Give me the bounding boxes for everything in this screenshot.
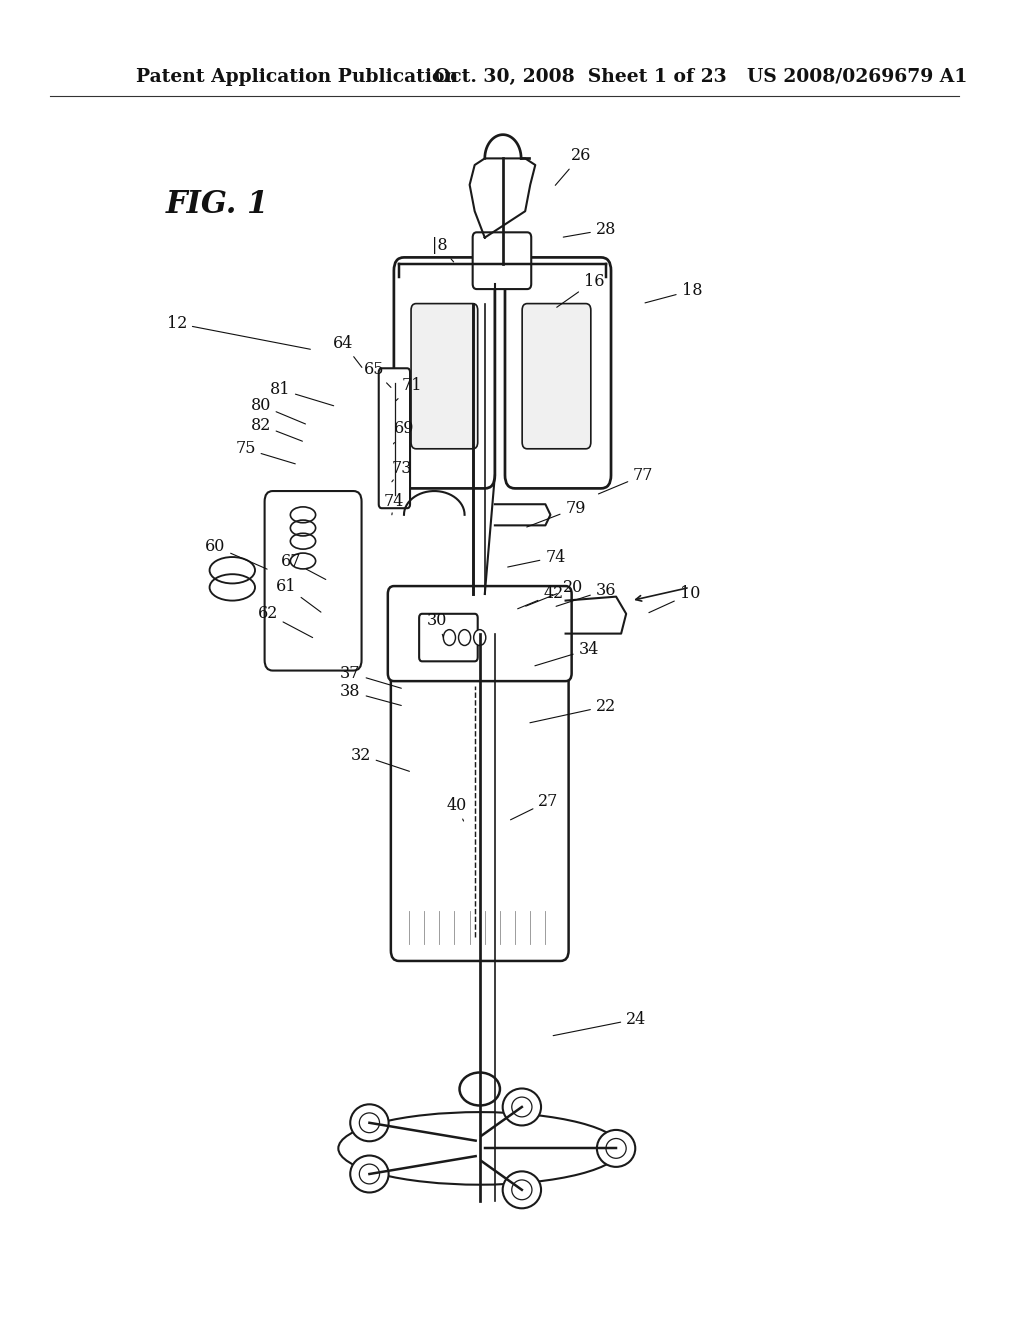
Text: 26: 26	[555, 148, 591, 185]
Text: 73: 73	[392, 461, 413, 482]
FancyBboxPatch shape	[411, 304, 478, 449]
Ellipse shape	[350, 1105, 389, 1142]
Text: 10: 10	[649, 586, 700, 612]
Text: 18: 18	[645, 282, 702, 302]
Text: 32: 32	[350, 747, 410, 771]
Text: 82: 82	[251, 417, 302, 441]
Text: 75: 75	[236, 441, 295, 463]
Circle shape	[459, 630, 471, 645]
FancyBboxPatch shape	[388, 586, 571, 681]
Text: 67: 67	[281, 553, 326, 579]
Text: US 2008/0269679 A1: US 2008/0269679 A1	[748, 67, 968, 86]
Ellipse shape	[597, 1130, 635, 1167]
Text: 69: 69	[393, 421, 415, 444]
Text: 20: 20	[525, 579, 583, 606]
Text: 74: 74	[384, 494, 404, 515]
Text: 79: 79	[526, 500, 586, 527]
Ellipse shape	[460, 1072, 500, 1106]
Text: 62: 62	[257, 606, 312, 638]
Text: 71: 71	[396, 378, 422, 401]
Text: 27: 27	[511, 793, 559, 820]
Text: Patent Application Publication: Patent Application Publication	[136, 67, 459, 86]
FancyBboxPatch shape	[379, 368, 410, 508]
Text: 37: 37	[340, 665, 401, 688]
FancyBboxPatch shape	[473, 232, 531, 289]
Ellipse shape	[503, 1089, 541, 1126]
FancyBboxPatch shape	[419, 614, 478, 661]
Text: FIG. 1: FIG. 1	[166, 189, 268, 220]
Text: 34: 34	[535, 642, 599, 665]
Text: 61: 61	[275, 578, 321, 612]
FancyBboxPatch shape	[391, 663, 568, 961]
FancyBboxPatch shape	[522, 304, 591, 449]
Text: 81: 81	[269, 381, 334, 405]
FancyBboxPatch shape	[264, 491, 361, 671]
Text: 22: 22	[529, 698, 616, 723]
Text: 28: 28	[563, 222, 616, 238]
Text: 42: 42	[518, 586, 563, 609]
Text: 74: 74	[508, 549, 565, 568]
Ellipse shape	[503, 1171, 541, 1208]
Text: 64: 64	[333, 335, 361, 367]
FancyBboxPatch shape	[394, 257, 495, 488]
Text: 77: 77	[598, 467, 653, 494]
Text: 12: 12	[167, 315, 310, 350]
Text: Oct. 30, 2008  Sheet 1 of 23: Oct. 30, 2008 Sheet 1 of 23	[434, 67, 727, 86]
Text: 40: 40	[446, 797, 467, 821]
Text: 38: 38	[340, 684, 401, 705]
Text: 36: 36	[556, 582, 616, 606]
FancyBboxPatch shape	[505, 257, 611, 488]
Text: 80: 80	[251, 397, 305, 424]
Text: |8: |8	[431, 238, 454, 261]
Polygon shape	[470, 158, 536, 238]
Text: 60: 60	[205, 539, 267, 569]
Text: 16: 16	[557, 273, 604, 308]
Circle shape	[474, 630, 485, 645]
Text: 24: 24	[553, 1011, 646, 1036]
Circle shape	[443, 630, 456, 645]
Text: 30: 30	[427, 612, 447, 638]
Ellipse shape	[350, 1155, 389, 1192]
Text: 65: 65	[364, 362, 391, 387]
